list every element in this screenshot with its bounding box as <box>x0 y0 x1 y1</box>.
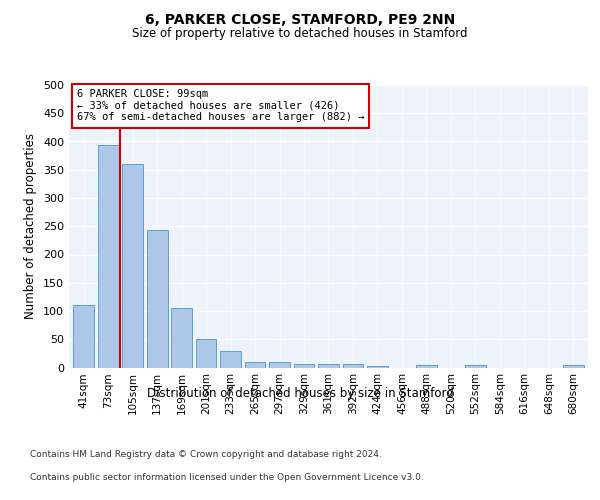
Text: 6 PARKER CLOSE: 99sqm
← 33% of detached houses are smaller (426)
67% of semi-det: 6 PARKER CLOSE: 99sqm ← 33% of detached … <box>77 89 364 122</box>
Bar <box>563 365 584 368</box>
Bar <box>269 362 290 368</box>
Bar <box>73 306 94 368</box>
Bar <box>245 362 265 368</box>
Bar <box>220 350 241 368</box>
Text: Size of property relative to detached houses in Stamford: Size of property relative to detached ho… <box>132 28 468 40</box>
Text: Distribution of detached houses by size in Stamford: Distribution of detached houses by size … <box>146 388 454 400</box>
Y-axis label: Number of detached properties: Number of detached properties <box>25 133 37 320</box>
Bar <box>465 365 486 368</box>
Bar <box>367 366 388 368</box>
Bar <box>416 365 437 368</box>
Bar <box>196 339 217 368</box>
Bar <box>318 364 339 368</box>
Bar <box>343 364 364 368</box>
Bar <box>122 164 143 368</box>
Text: Contains HM Land Registry data © Crown copyright and database right 2024.: Contains HM Land Registry data © Crown c… <box>30 450 382 459</box>
Bar <box>171 308 192 368</box>
Bar <box>147 230 167 368</box>
Bar <box>98 146 119 368</box>
Bar <box>293 364 314 368</box>
Text: Contains public sector information licensed under the Open Government Licence v3: Contains public sector information licen… <box>30 472 424 482</box>
Text: 6, PARKER CLOSE, STAMFORD, PE9 2NN: 6, PARKER CLOSE, STAMFORD, PE9 2NN <box>145 12 455 26</box>
